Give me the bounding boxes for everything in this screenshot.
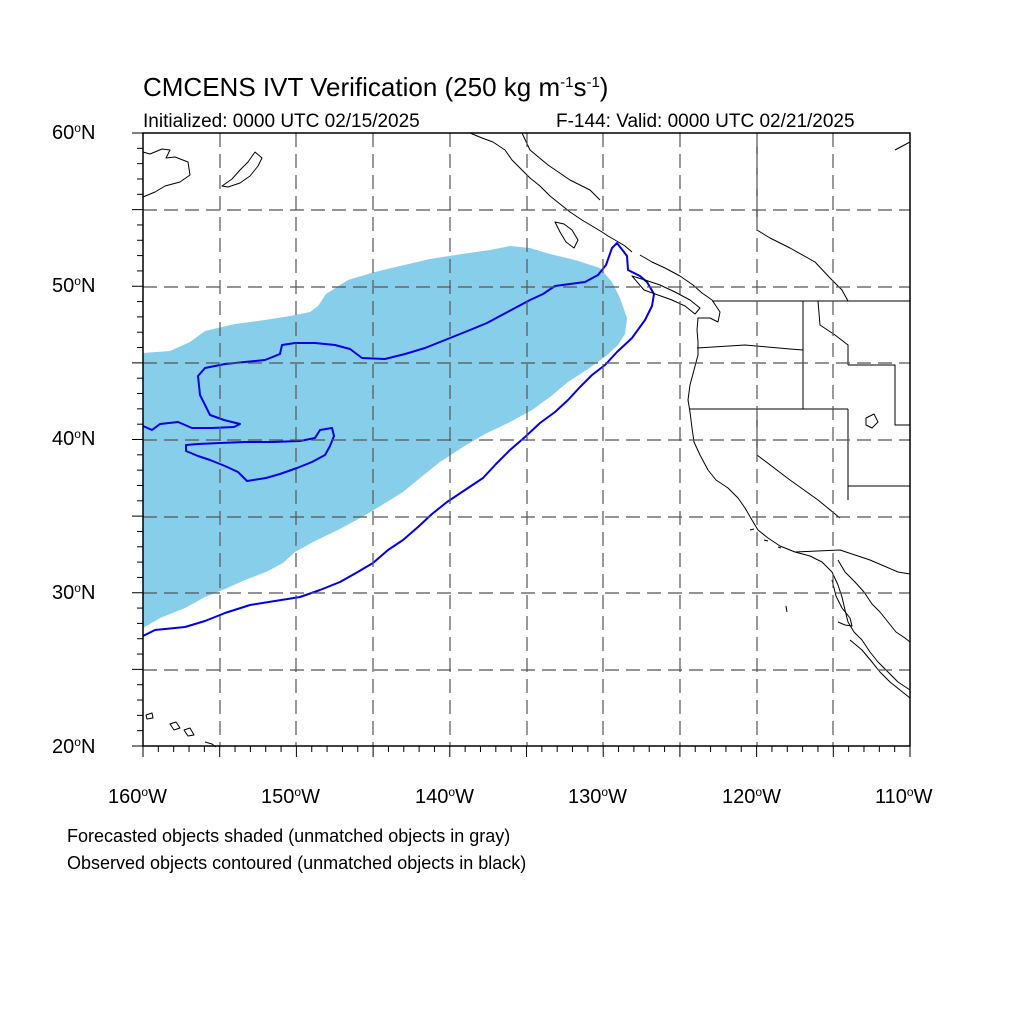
lat-label-20: 20oN [52, 735, 96, 758]
lon-label-140w: 140oW [415, 785, 474, 808]
great-salt-lake [865, 413, 879, 429]
mexico-mainland-coastline [849, 639, 911, 699]
lon-label-120w: 120oW [722, 785, 781, 808]
axis-ticks [132, 132, 911, 757]
lat-label-30: 30oN [52, 581, 96, 604]
coastlines [142, 132, 911, 748]
alberta-border [894, 141, 911, 151]
california-nevada-border [756, 409, 841, 519]
idaho-montana-border [817, 300, 849, 365]
lat-label-40: 40oN [52, 427, 96, 450]
channel-islands [749, 528, 788, 613]
lon-label-150w: 150oW [261, 785, 320, 808]
vancouver-island-coastline [631, 275, 701, 315]
forecast-legend-note: Forecasted objects shaded (unmatched obj… [67, 826, 511, 846]
map-title: CMCENS IVT Verification (250 kg m-1s-1) [143, 72, 609, 102]
baja-coastline [837, 559, 911, 643]
lon-label-130w: 130oW [568, 785, 627, 808]
observed-contour-main [142, 242, 655, 637]
forecast-object-shaded [143, 246, 627, 628]
observed-contour-inner-loop [185, 427, 335, 482]
canada-inland-border [521, 132, 601, 201]
alaska-kenai-coastline [221, 151, 263, 188]
baja-west-coastline [831, 579, 853, 627]
observed-object-contours [142, 242, 655, 637]
observed-legend-note: Observed objects contoured (unmatched ob… [67, 853, 527, 873]
wyoming-border [848, 364, 910, 426]
lat-label-50: 50oN [52, 274, 96, 297]
british-columbia-interior-border [756, 133, 849, 302]
initialized-label: Initialized: 0000 UTC 02/15/2025 [143, 111, 420, 132]
lat-label-60: 60oN [52, 121, 96, 144]
lon-label-160w: 160oW [108, 785, 167, 808]
valid-time-label: F-144: Valid: 0000 UTC 02/21/2025 [556, 111, 855, 132]
hawaii-islands [145, 712, 217, 748]
lon-label-110w: 110oW [875, 785, 933, 808]
alaska-panhandle-coastline [469, 132, 633, 253]
us-mexico-border [794, 549, 911, 575]
haida-gwaii-coastline [554, 221, 579, 249]
map-gridlines [143, 133, 910, 746]
alaska-coastline [142, 148, 191, 198]
us-west-coastline [639, 254, 911, 691]
oregon-washington-border [696, 344, 804, 351]
